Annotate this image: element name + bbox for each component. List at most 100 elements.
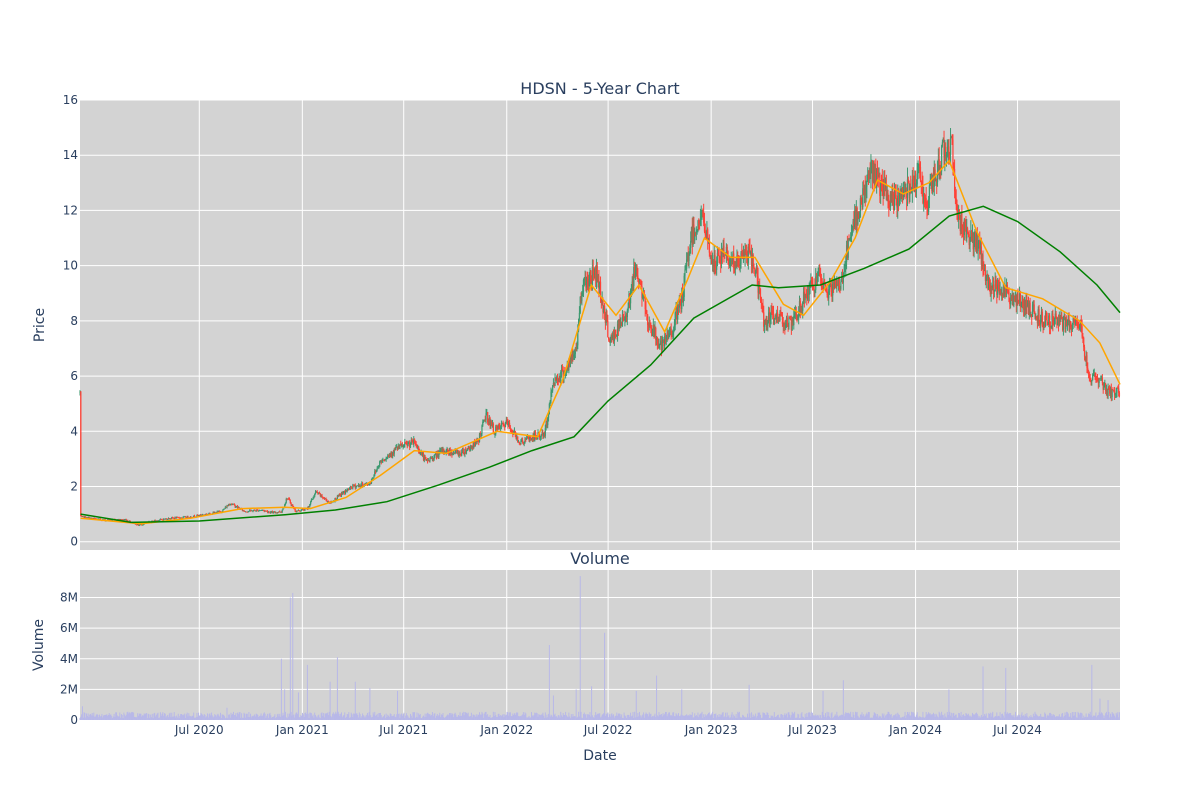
candle-body bbox=[811, 283, 814, 286]
candle-body bbox=[945, 146, 947, 160]
volume-bar bbox=[1058, 716, 1060, 720]
volume-bar bbox=[258, 716, 260, 720]
volume-bar bbox=[332, 713, 334, 720]
candle-body bbox=[1102, 382, 1104, 390]
volume-bar bbox=[884, 717, 886, 720]
candle-body bbox=[1099, 378, 1101, 380]
candle-body bbox=[1064, 316, 1066, 329]
candle-body bbox=[723, 245, 725, 255]
volume-bar bbox=[532, 716, 534, 720]
candle-body bbox=[733, 253, 735, 269]
volume-bar bbox=[745, 717, 747, 720]
volume-bar bbox=[955, 714, 957, 720]
candle-body bbox=[555, 377, 557, 381]
volume-bar bbox=[1014, 711, 1016, 720]
candle-body bbox=[287, 498, 289, 500]
volume-bar bbox=[864, 715, 866, 720]
volume-bar bbox=[704, 714, 706, 720]
volume-bar bbox=[724, 716, 726, 720]
candle-body bbox=[358, 484, 360, 488]
volume-bar bbox=[267, 713, 269, 720]
candle-body bbox=[997, 284, 999, 295]
candle-body bbox=[1048, 315, 1050, 325]
candle-body bbox=[798, 301, 801, 312]
volume-bar bbox=[707, 714, 709, 720]
candle-body bbox=[154, 520, 156, 522]
volume-chart-title: Volume bbox=[570, 549, 630, 568]
volume-bar bbox=[809, 712, 811, 720]
candle-body bbox=[253, 509, 255, 511]
volume-bar bbox=[836, 711, 838, 720]
candle-body bbox=[312, 497, 314, 500]
candle-body bbox=[971, 233, 974, 241]
candle-body bbox=[120, 519, 122, 521]
volume-bar bbox=[421, 717, 423, 720]
candle-body bbox=[263, 510, 265, 512]
candle-body bbox=[993, 290, 995, 292]
candle-body bbox=[460, 454, 462, 456]
candle-body bbox=[1012, 293, 1014, 306]
candle-body bbox=[447, 449, 449, 453]
volume-bar bbox=[540, 714, 542, 720]
volume-bar bbox=[556, 717, 558, 720]
volume-bar bbox=[181, 714, 183, 720]
candle-body bbox=[323, 498, 326, 499]
candle-body bbox=[1088, 374, 1090, 378]
volume-bar bbox=[243, 712, 245, 720]
candle-body bbox=[94, 518, 97, 520]
candle-body bbox=[353, 484, 356, 487]
volume-bar bbox=[349, 717, 351, 720]
candle-body bbox=[988, 281, 990, 289]
price-y-tick-label: 4 bbox=[70, 424, 78, 438]
candle-body bbox=[657, 345, 659, 347]
candle-body bbox=[138, 524, 140, 526]
candle-body bbox=[1106, 389, 1108, 396]
candle-body bbox=[870, 160, 872, 180]
volume-bar bbox=[906, 715, 908, 720]
volume-bar bbox=[852, 712, 854, 720]
candle-body bbox=[693, 224, 695, 241]
volume-bar bbox=[574, 716, 576, 720]
candle-body bbox=[531, 438, 533, 440]
volume-bar bbox=[975, 713, 977, 720]
candle-body bbox=[371, 479, 373, 480]
candle-body bbox=[1043, 322, 1045, 326]
candle-body bbox=[753, 267, 755, 269]
candle-body bbox=[676, 309, 678, 320]
candle-body bbox=[757, 276, 759, 293]
volume-bar bbox=[788, 712, 790, 720]
volume-bar bbox=[358, 712, 360, 720]
candle-body bbox=[530, 437, 532, 439]
candle-body bbox=[323, 497, 325, 499]
candle-body bbox=[849, 238, 851, 241]
volume-bar bbox=[1097, 715, 1099, 720]
candle-body bbox=[521, 440, 524, 442]
volume-bar bbox=[187, 716, 189, 720]
volume-bar bbox=[518, 716, 520, 720]
candle-body bbox=[79, 391, 81, 393]
volume-bar bbox=[797, 713, 799, 720]
candle-body bbox=[457, 451, 460, 456]
volume-bar bbox=[871, 717, 873, 720]
volume-bar bbox=[599, 713, 601, 720]
candle-body bbox=[528, 438, 530, 441]
candle-body bbox=[647, 314, 649, 326]
volume-bar bbox=[855, 711, 857, 720]
candle-body bbox=[400, 444, 403, 446]
volume-bar bbox=[1064, 712, 1066, 720]
candle-body bbox=[405, 443, 408, 444]
volume-bar bbox=[109, 715, 111, 720]
candle-body bbox=[802, 291, 805, 302]
candle-body bbox=[775, 315, 777, 319]
volume-bar bbox=[479, 714, 481, 720]
volume-bar bbox=[741, 717, 743, 720]
candle-body bbox=[387, 455, 389, 458]
volume-bar bbox=[427, 712, 429, 720]
volume-bar bbox=[682, 715, 684, 720]
candle-body bbox=[410, 440, 412, 445]
volume-bar bbox=[435, 715, 437, 720]
candle-body bbox=[216, 511, 218, 513]
volume-bar bbox=[736, 718, 738, 720]
volume-bar bbox=[461, 715, 463, 720]
candle-body bbox=[458, 452, 460, 456]
